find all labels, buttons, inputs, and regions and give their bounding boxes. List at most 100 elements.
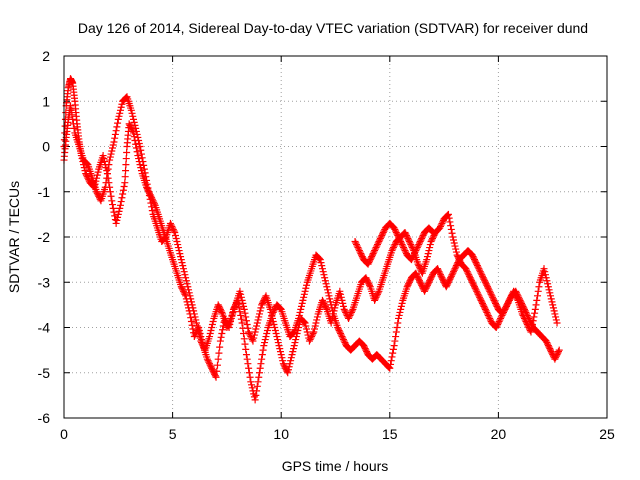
data-point — [494, 320, 502, 328]
data-point — [257, 304, 265, 312]
data-point — [409, 253, 417, 261]
data-point — [255, 310, 263, 318]
data-point — [116, 201, 124, 209]
data-point — [513, 295, 521, 303]
data-point — [237, 315, 245, 323]
x-tick-label: 15 — [382, 426, 398, 442]
data-point — [386, 364, 394, 372]
data-point — [390, 224, 398, 232]
data-point — [471, 284, 479, 292]
data-point — [480, 302, 488, 310]
data-point — [486, 287, 494, 295]
data-point — [331, 304, 339, 312]
data-point — [242, 345, 250, 353]
data-point — [218, 308, 226, 316]
data-point — [249, 337, 257, 345]
data-point — [310, 328, 318, 336]
data-point — [259, 346, 267, 354]
data-point — [501, 305, 509, 313]
plot-frame — [63, 55, 608, 419]
data-point — [372, 293, 380, 301]
data-point — [398, 241, 406, 249]
data-point — [413, 271, 421, 279]
data-point — [347, 310, 355, 318]
data-point — [542, 274, 550, 282]
chart-title: Day 126 of 2014, Sidereal Day-to-day VTE… — [78, 20, 588, 36]
data-point — [318, 265, 326, 273]
data-point — [427, 274, 435, 282]
data-point — [405, 236, 413, 244]
data-point — [450, 266, 458, 274]
data-point — [108, 197, 116, 205]
data-point — [473, 289, 481, 297]
data-point — [397, 238, 405, 246]
data-point — [414, 274, 422, 282]
data-point — [451, 265, 459, 273]
data-point — [106, 188, 114, 196]
data-point — [479, 274, 487, 282]
data-point — [194, 325, 202, 333]
data-point — [481, 305, 489, 313]
data-point — [143, 180, 151, 188]
data-point — [365, 280, 373, 288]
data-point — [363, 348, 371, 356]
data-point — [365, 259, 373, 267]
data-point — [553, 351, 561, 359]
data-point — [251, 328, 259, 336]
data-point — [447, 274, 455, 282]
data-point — [93, 189, 101, 197]
data-point — [135, 136, 143, 144]
y-tick-label: 1 — [42, 93, 50, 109]
data-point — [262, 333, 270, 341]
data-point — [125, 120, 133, 128]
data-point — [439, 218, 447, 226]
x-tick-label: 5 — [169, 426, 177, 442]
data-point — [408, 254, 416, 262]
data-point — [399, 242, 407, 250]
data-point — [115, 207, 123, 215]
data-point — [339, 336, 347, 344]
data-point — [223, 324, 231, 331]
series-arc — [351, 219, 437, 268]
data-point — [128, 109, 136, 117]
data-point — [547, 295, 555, 303]
data-point — [439, 275, 447, 283]
data-point — [261, 336, 269, 344]
data-point — [216, 343, 224, 351]
data-point — [421, 286, 429, 294]
data-point — [446, 275, 454, 283]
data-point — [415, 239, 423, 247]
data-point — [454, 253, 462, 261]
data-point — [428, 227, 436, 235]
data-point — [376, 235, 384, 243]
data-point — [555, 346, 563, 354]
data-point — [261, 339, 269, 347]
data-point — [402, 231, 410, 239]
data-point — [284, 369, 292, 377]
data-point — [238, 296, 246, 304]
data-point — [287, 357, 295, 365]
data-point — [378, 231, 386, 239]
data-point — [145, 192, 153, 200]
data-point — [274, 336, 282, 344]
data-point — [456, 257, 464, 265]
data-point — [478, 298, 486, 306]
data-point — [212, 373, 220, 381]
data-point — [214, 355, 222, 363]
data-point — [206, 360, 214, 368]
data-point — [429, 228, 437, 236]
data-point — [206, 361, 214, 369]
data-point — [289, 348, 297, 356]
data-point — [408, 242, 416, 250]
data-point — [224, 322, 232, 330]
data-point — [317, 259, 325, 267]
data-point — [338, 333, 346, 341]
data-point — [291, 339, 299, 347]
tick-labels: 0 5 10 15 20 25 -6 -5 -4 -3 -2 -1 0 1 2 — [38, 48, 615, 442]
data-point — [452, 262, 460, 270]
data-point — [358, 253, 366, 261]
data-point — [455, 256, 463, 264]
x-axis-label: GPS time / hours — [282, 458, 389, 474]
data-point — [329, 313, 337, 321]
